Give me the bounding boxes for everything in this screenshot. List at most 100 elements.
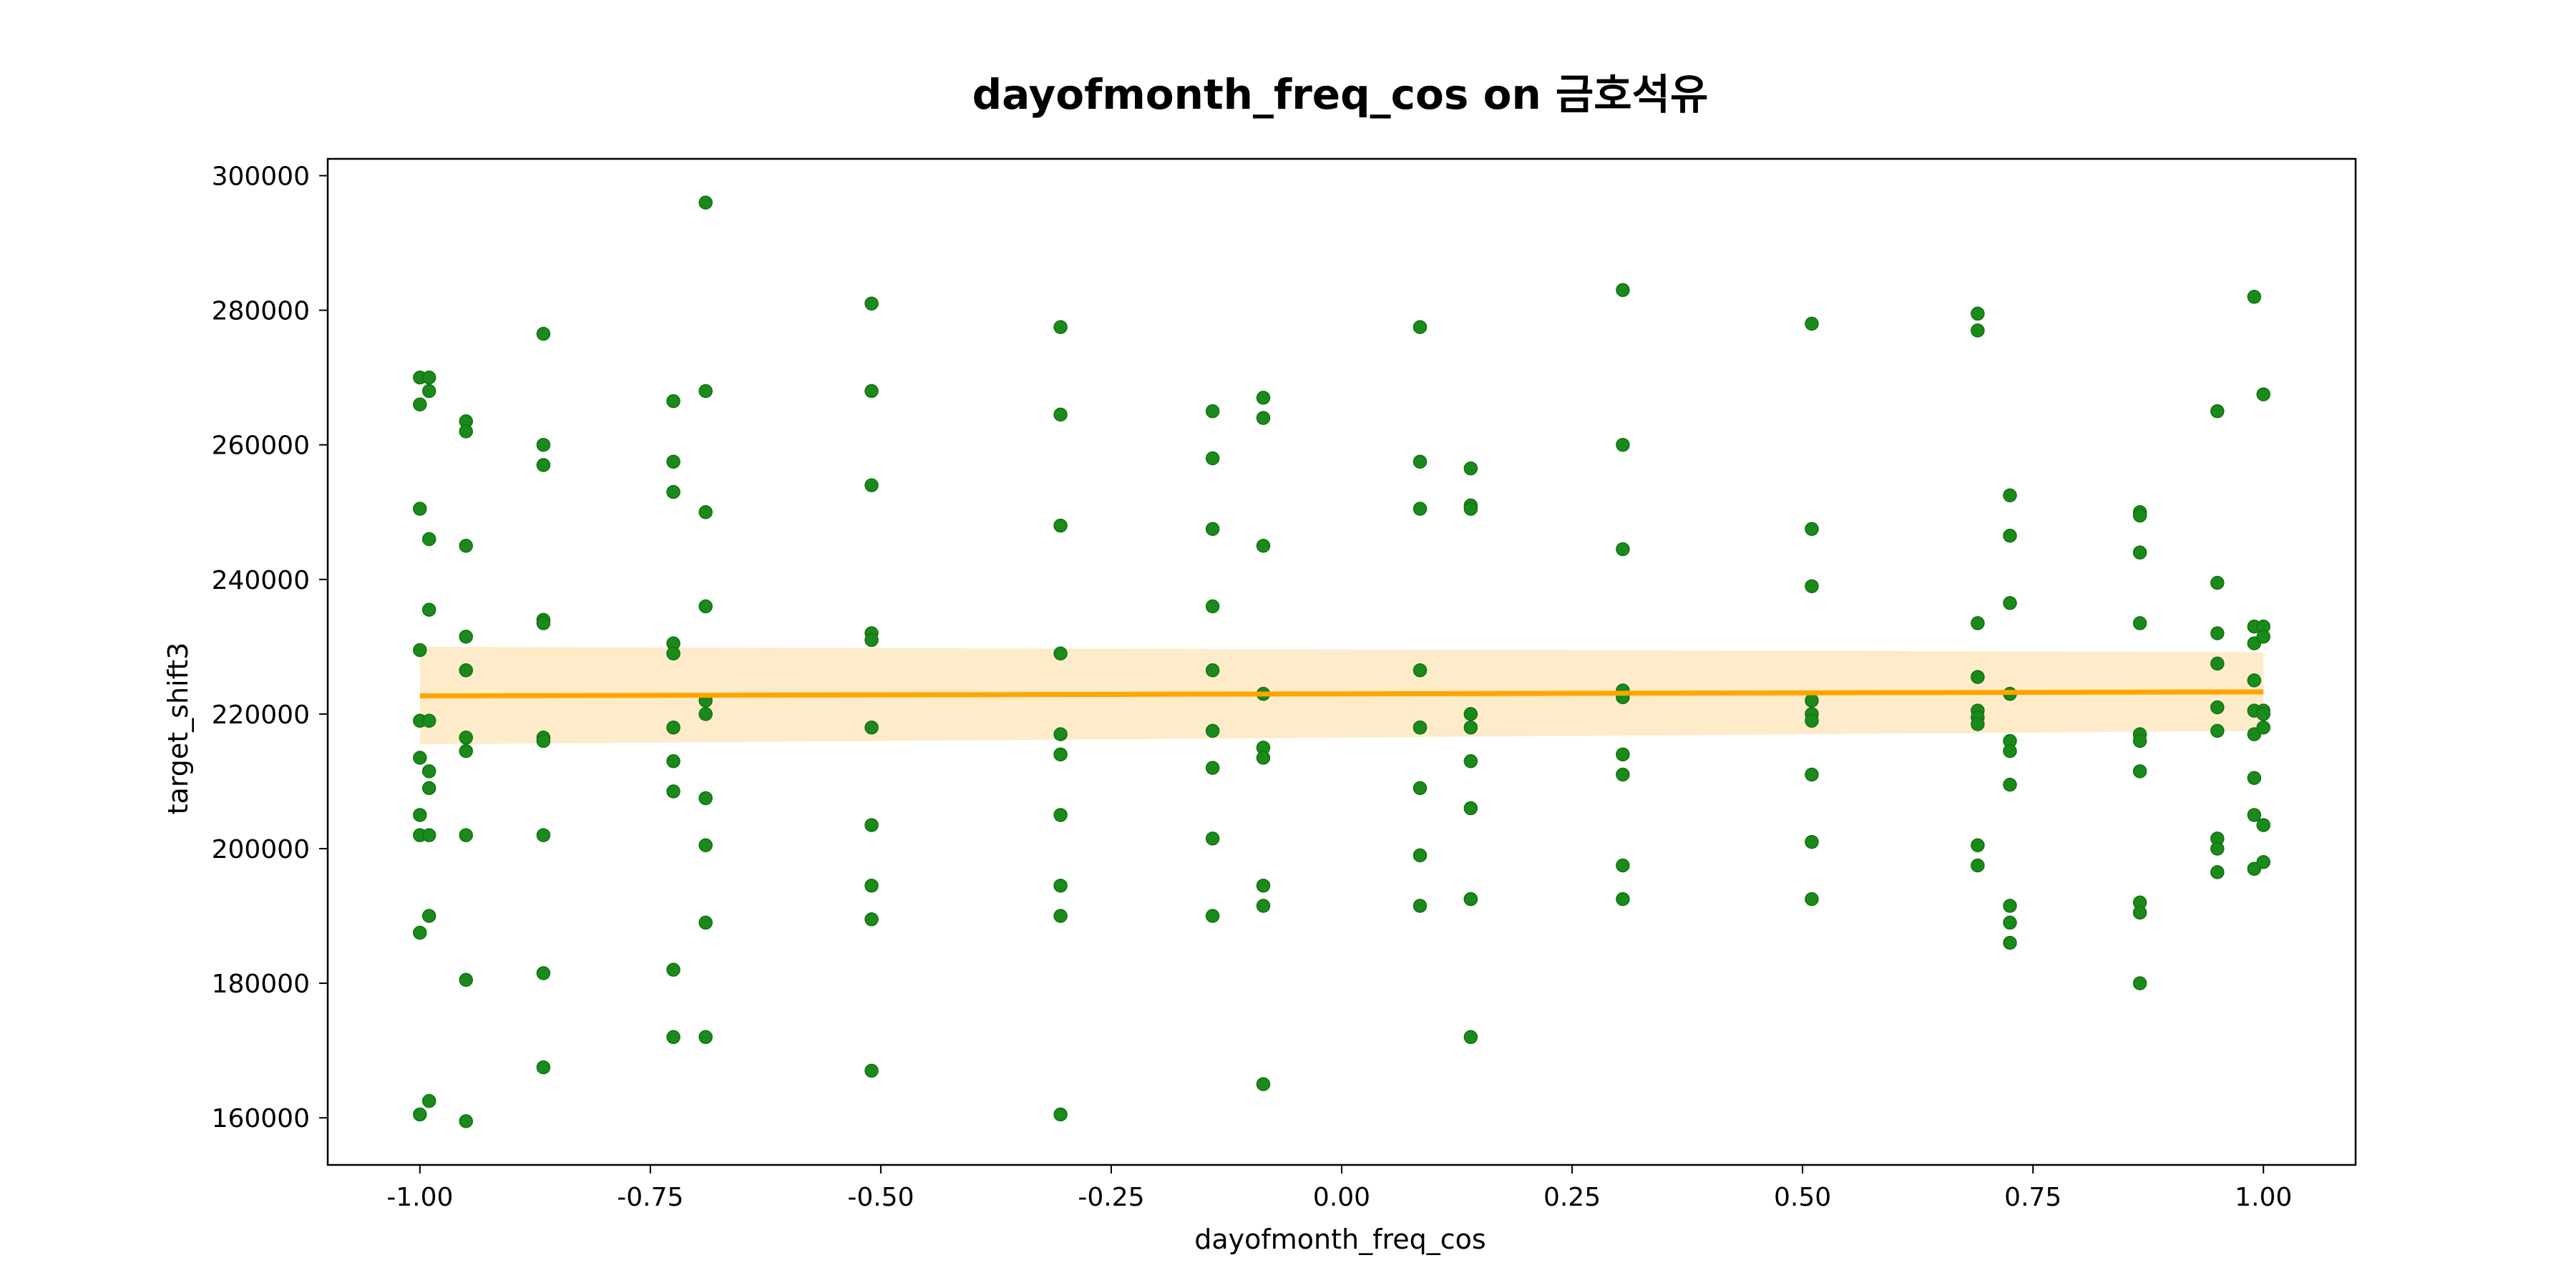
- x-tick-label: -0.75: [617, 1183, 683, 1212]
- scatter-point: [698, 384, 713, 399]
- scatter-point: [413, 1107, 427, 1122]
- scatter-point: [666, 753, 680, 769]
- scatter-point: [1463, 502, 1478, 516]
- scatter-point: [413, 643, 427, 658]
- scatter-point: [1256, 899, 1271, 913]
- scatter-point: [1463, 707, 1478, 721]
- scatter-point: [1805, 713, 1819, 728]
- scatter-point: [1205, 909, 1220, 923]
- scatter-point: [864, 633, 879, 648]
- scatter-point: [2210, 700, 2225, 715]
- scatter-point: [698, 915, 713, 930]
- scatter-point: [698, 599, 713, 614]
- scatter-point: [1256, 539, 1271, 553]
- x-tick-label: -1.00: [386, 1183, 453, 1212]
- scatter-point: [459, 828, 473, 842]
- scatter-point: [536, 1060, 551, 1075]
- scatter-point: [1616, 747, 1630, 762]
- scatter-point: [1256, 751, 1271, 765]
- scatter-point: [698, 791, 713, 806]
- scatter-point: [459, 663, 473, 678]
- scatter-point: [1805, 316, 1819, 331]
- scatter-point: [1053, 1107, 1068, 1122]
- scatter-point: [1205, 451, 1220, 466]
- scatter-point: [536, 326, 551, 341]
- y-tick-label: 160000: [212, 1104, 310, 1133]
- scatter-point: [1256, 411, 1271, 425]
- scatter-point: [421, 828, 436, 842]
- scatter-point: [2003, 777, 2017, 792]
- scatter-point: [1971, 323, 1985, 338]
- scatter-point: [666, 454, 680, 469]
- scatter-point: [864, 384, 879, 399]
- scatter-point: [864, 912, 879, 927]
- regression-line-layer: [419, 689, 2264, 698]
- chart-title: dayofmonth_freq_cos on 금호석유: [972, 70, 1709, 119]
- scatter-point: [536, 828, 551, 842]
- y-axis-ticks: 160000 180000 200000 220000 240000 260000 2800…: [212, 162, 328, 1133]
- scatter-point: [2210, 404, 2225, 419]
- scatter-point: [698, 707, 713, 721]
- scatter-point: [1971, 838, 1985, 853]
- scatter-point: [2003, 528, 2017, 543]
- scatter-point: [1256, 1077, 1271, 1091]
- x-tick-label: 0.75: [2004, 1183, 2062, 1212]
- scatter-point: [1053, 747, 1068, 762]
- scatter-point: [1971, 306, 1985, 321]
- y-tick-label: 180000: [212, 970, 310, 999]
- scatter-point: [666, 646, 680, 660]
- regression-line: [419, 689, 2264, 698]
- scatter-point: [459, 424, 473, 439]
- scatter-point: [666, 1030, 680, 1045]
- y-axis-label: target_shift3: [162, 643, 194, 815]
- scatter-point: [1971, 670, 1985, 684]
- scatter-point: [666, 784, 680, 799]
- y-tick-label: 240000: [212, 566, 310, 595]
- x-tick-label: 0.50: [1774, 1183, 1831, 1212]
- scatter-point: [1256, 878, 1271, 893]
- scatter-point: [1053, 407, 1068, 422]
- x-tick-label: -0.50: [847, 1183, 914, 1212]
- scatter-point: [1616, 283, 1630, 298]
- scatter-point: [2256, 720, 2270, 735]
- scatter-point: [1053, 646, 1068, 660]
- scatter-point: [2003, 595, 2017, 610]
- scatter-point: [2003, 899, 2017, 913]
- x-axis-ticks: -1.00 -0.75 -0.50 -0.25 0.00 0.25 0.50 0.75 1.00: [386, 1165, 2292, 1212]
- scatter-point: [2132, 976, 2147, 990]
- y-tick-label: 220000: [212, 701, 310, 730]
- scatter-point: [2210, 841, 2225, 856]
- scatter-point: [413, 751, 427, 765]
- scatter-point: [1616, 892, 1630, 907]
- scatter-point: [1413, 720, 1428, 735]
- scatter-point: [1413, 663, 1428, 678]
- scatter-point: [536, 966, 551, 980]
- scatter-point: [2003, 488, 2017, 502]
- scatter-point: [2247, 290, 2262, 304]
- x-tick-label: 1.00: [2235, 1183, 2292, 1212]
- scatter-point: [1413, 848, 1428, 863]
- y-tick-label: 300000: [212, 162, 310, 192]
- scatter-point: [1805, 522, 1819, 537]
- scatter-point: [1616, 542, 1630, 557]
- scatter-point: [421, 384, 436, 399]
- scatter-point: [1616, 858, 1630, 873]
- scatter-point: [1616, 767, 1630, 782]
- scatter-point: [2132, 905, 2147, 920]
- scatter-point: [698, 1030, 713, 1045]
- points-layer: [413, 195, 2270, 1128]
- scatter-point: [2256, 387, 2270, 401]
- scatter-point: [1053, 320, 1068, 334]
- scatter-point: [1205, 522, 1220, 537]
- scatter-point: [2247, 673, 2262, 688]
- scatter-point: [1463, 1030, 1478, 1045]
- scatter-point: [421, 909, 436, 923]
- scatter-point: [413, 925, 427, 940]
- scatter-point: [2003, 915, 2017, 930]
- scatter-point: [2210, 865, 2225, 879]
- scatter-point: [1053, 878, 1068, 893]
- scatter-point: [1053, 808, 1068, 822]
- scatter-point: [459, 1114, 473, 1128]
- scatter-point: [1205, 723, 1220, 738]
